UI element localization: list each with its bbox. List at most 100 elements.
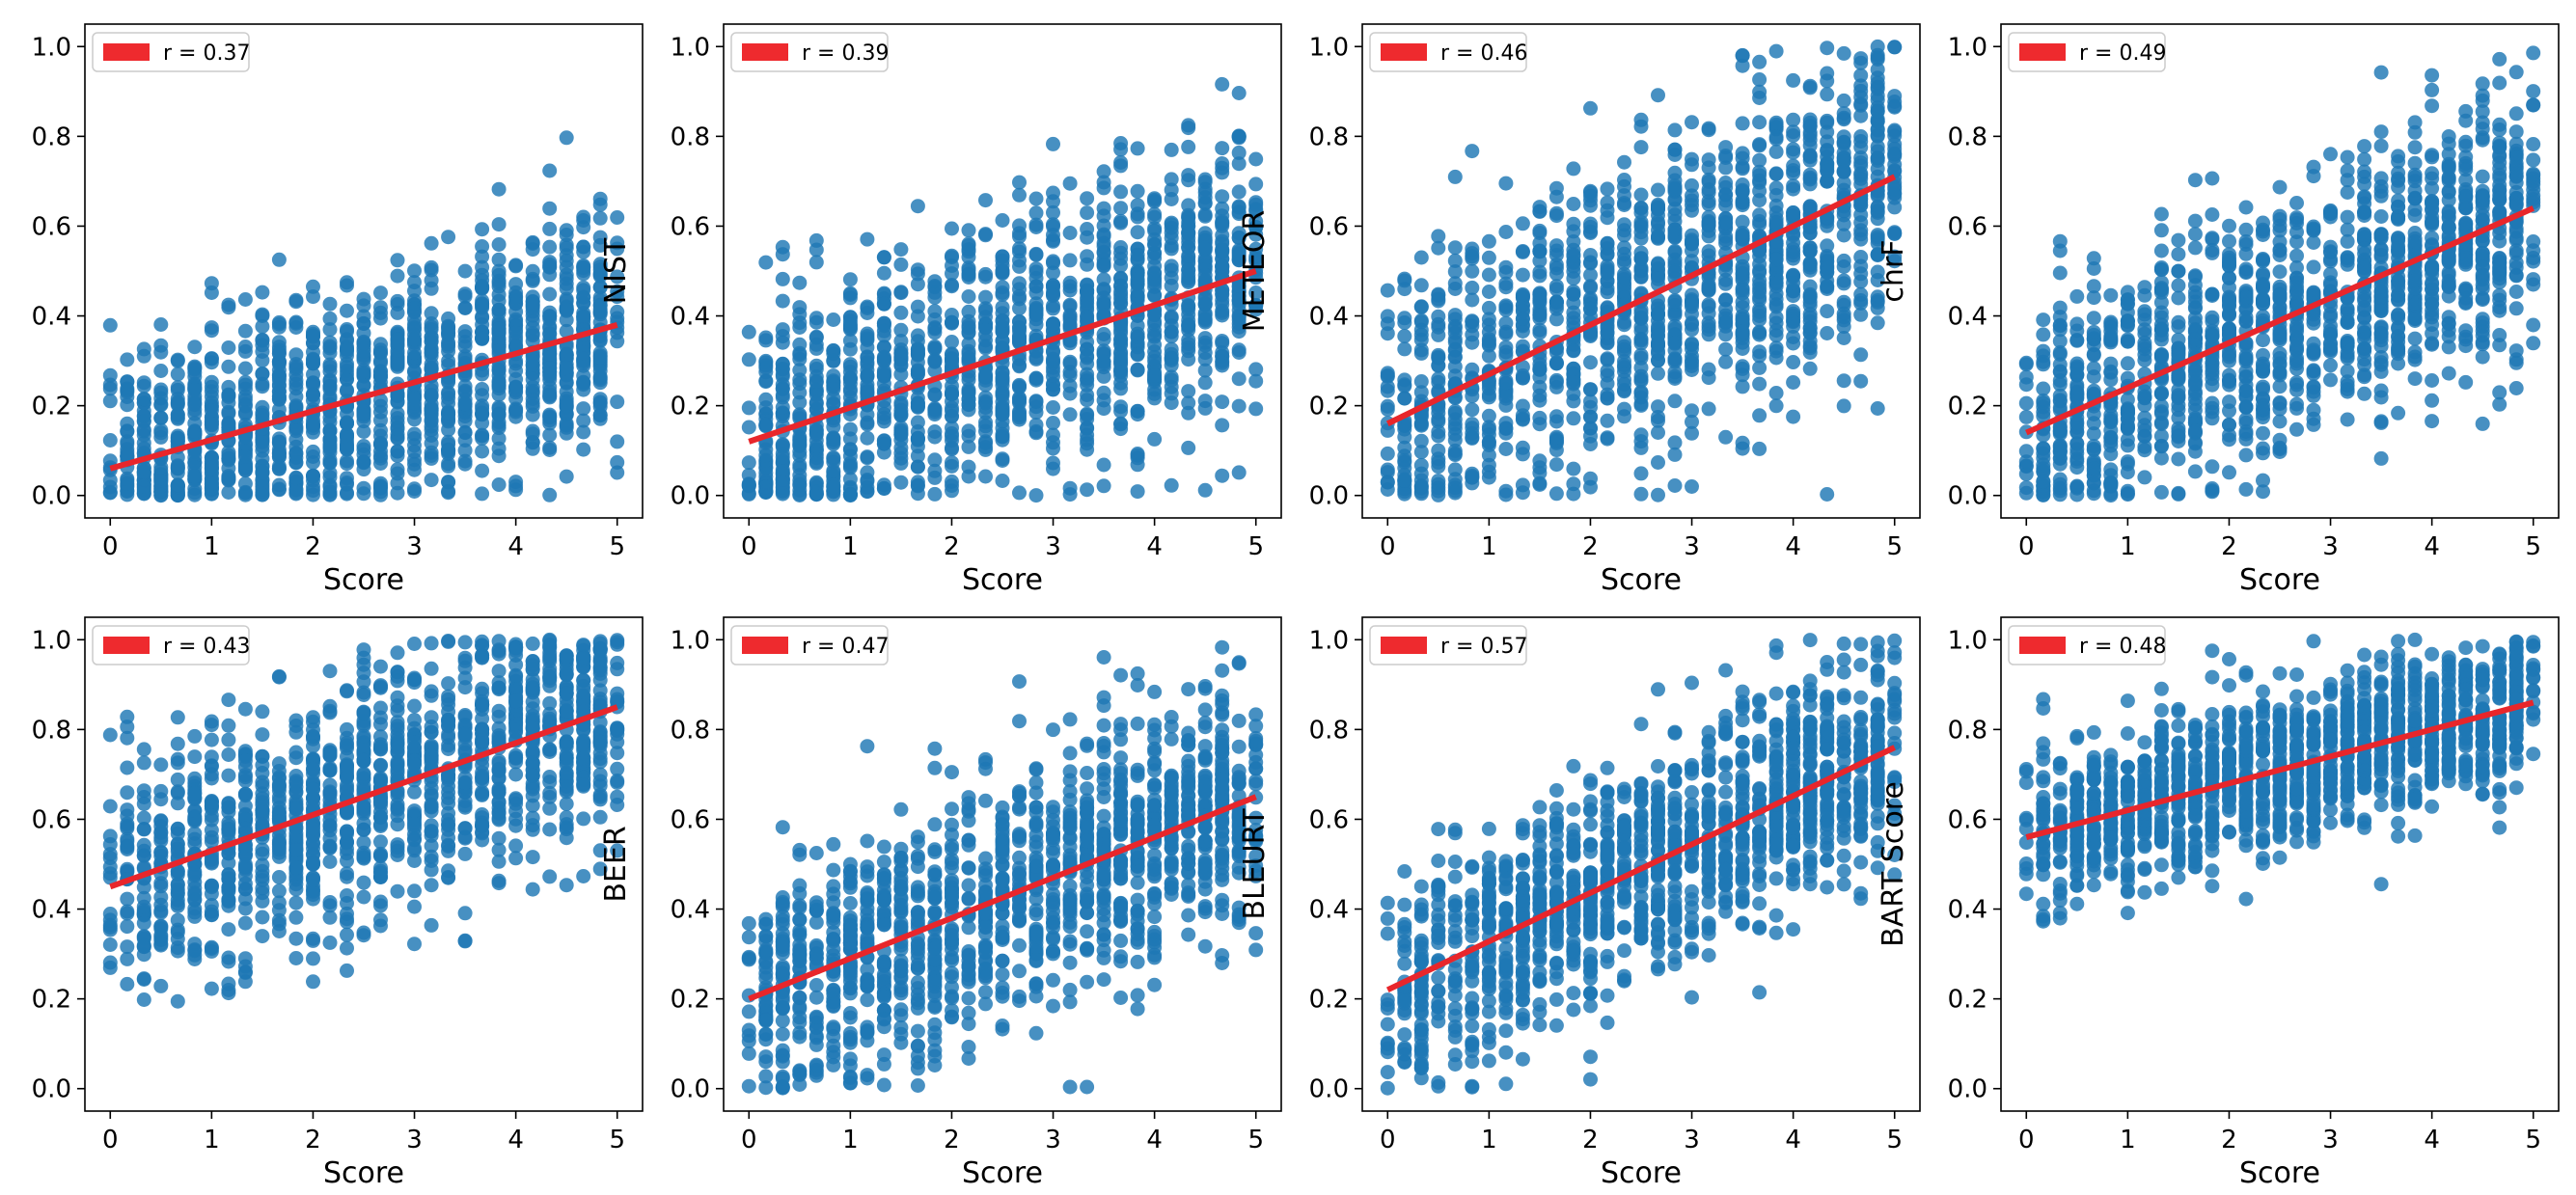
scatter-point: [1735, 261, 1750, 277]
scatter-point: [2373, 65, 2389, 80]
scatter-point: [1667, 265, 1683, 281]
scatter-point: [808, 433, 824, 448]
scatter-point: [153, 429, 169, 445]
scatter-point: [136, 375, 151, 391]
scatter-point: [525, 236, 540, 251]
scatter-point: [1566, 411, 1581, 426]
scatter-point: [1633, 231, 1649, 246]
scatter-point: [2222, 349, 2236, 365]
scatter-point: [1181, 299, 1196, 314]
scatter-point: [927, 340, 943, 356]
scatter-point: [1231, 371, 1247, 387]
scatter-point: [2052, 423, 2068, 438]
scatter-point: [424, 389, 439, 404]
scatter-point: [1583, 355, 1598, 370]
scatter-point: [1600, 274, 1615, 289]
scatter-point: [1566, 249, 1581, 264]
scatter-point: [592, 394, 608, 410]
scatter-point: [170, 380, 185, 395]
scatter-point: [1147, 258, 1163, 274]
scatter-point: [876, 481, 891, 496]
scatter-point: [120, 374, 135, 390]
scatter-point: [1566, 361, 1581, 376]
scatter-point: [945, 403, 959, 419]
scatter-point: [1853, 51, 1869, 67]
scatter-point: [2256, 401, 2270, 417]
scatter-point: [2289, 341, 2304, 357]
scatter-point: [120, 397, 135, 413]
scatter-point: [1481, 324, 1496, 339]
scatter-point: [1718, 429, 1734, 445]
scatter-point: [1481, 300, 1496, 315]
scatter-point: [1768, 252, 1784, 267]
scatter-point: [2289, 400, 2304, 416]
scatter-point: [1096, 272, 1111, 287]
scatter-point: [2171, 314, 2186, 330]
scatter-point: [1197, 345, 1213, 361]
scatter-point: [1786, 336, 1801, 351]
scatter-point: [893, 475, 909, 490]
scatter-point: [1548, 282, 1564, 297]
scatter-point: [2357, 164, 2372, 179]
scatter-point: [842, 287, 858, 302]
scatter-point: [1080, 412, 1095, 426]
scatter-point: [457, 414, 473, 429]
scatter-point: [576, 424, 591, 440]
scatter-point: [2441, 279, 2456, 294]
scatter-point: [2526, 45, 2541, 61]
scatter-point: [1870, 144, 1885, 159]
legend-label: r = 0.39: [802, 41, 889, 66]
scatter-point: [1701, 229, 1716, 244]
scatter-point: [910, 277, 925, 292]
scatter-point: [1583, 399, 1598, 415]
scatter-point: [741, 352, 756, 367]
scatter-point: [475, 388, 490, 403]
scatter-point: [978, 400, 993, 415]
scatter-point: [390, 421, 405, 437]
scatter-point: [1181, 215, 1196, 231]
scatter-point: [1515, 370, 1530, 386]
scatter-point: [1532, 325, 1548, 340]
scatter-point: [1853, 129, 1869, 144]
scatter-point: [995, 213, 1010, 228]
scatter-point: [741, 324, 756, 339]
scatter-point: [792, 372, 808, 388]
scatter-point: [2306, 312, 2321, 327]
scatter-point: [592, 237, 608, 253]
scatter-point: [758, 400, 774, 416]
scatter-point: [542, 267, 558, 283]
scatter-point: [1633, 373, 1649, 389]
scatter-point: [1181, 118, 1196, 133]
scatter-point: [424, 235, 439, 251]
scatter-point: [1248, 298, 1264, 312]
scatter-point: [2306, 169, 2321, 184]
scatter-point: [508, 289, 524, 305]
scatter-point: [204, 285, 219, 300]
y-tick-label: 0.6: [1309, 212, 1349, 241]
scatter-point: [1836, 373, 1851, 389]
scatter-point: [1701, 194, 1716, 209]
scatter-point: [1667, 335, 1683, 350]
scatter-point: [945, 354, 959, 369]
scatter-point: [1617, 317, 1631, 333]
scatter-point: [204, 417, 219, 432]
scatter-point: [1498, 344, 1514, 360]
scatter-point: [893, 446, 909, 461]
scatter-point: [610, 269, 625, 285]
scatter-point: [610, 394, 625, 410]
scatter-point: [390, 394, 405, 410]
scatter-point: [255, 332, 270, 347]
scatter-point: [2187, 311, 2203, 326]
scatter-point: [1786, 145, 1801, 160]
scatter-point: [910, 342, 925, 358]
scatter-point: [1820, 73, 1835, 89]
scatter-point: [237, 292, 253, 307]
scatter-point: [221, 340, 236, 355]
scatter-point: [1130, 141, 1145, 156]
scatter-point: [255, 487, 270, 502]
scatter-point: [1786, 163, 1801, 178]
scatter-point: [1465, 292, 1480, 308]
scatter-point: [255, 309, 270, 323]
scatter-point: [2289, 421, 2304, 437]
